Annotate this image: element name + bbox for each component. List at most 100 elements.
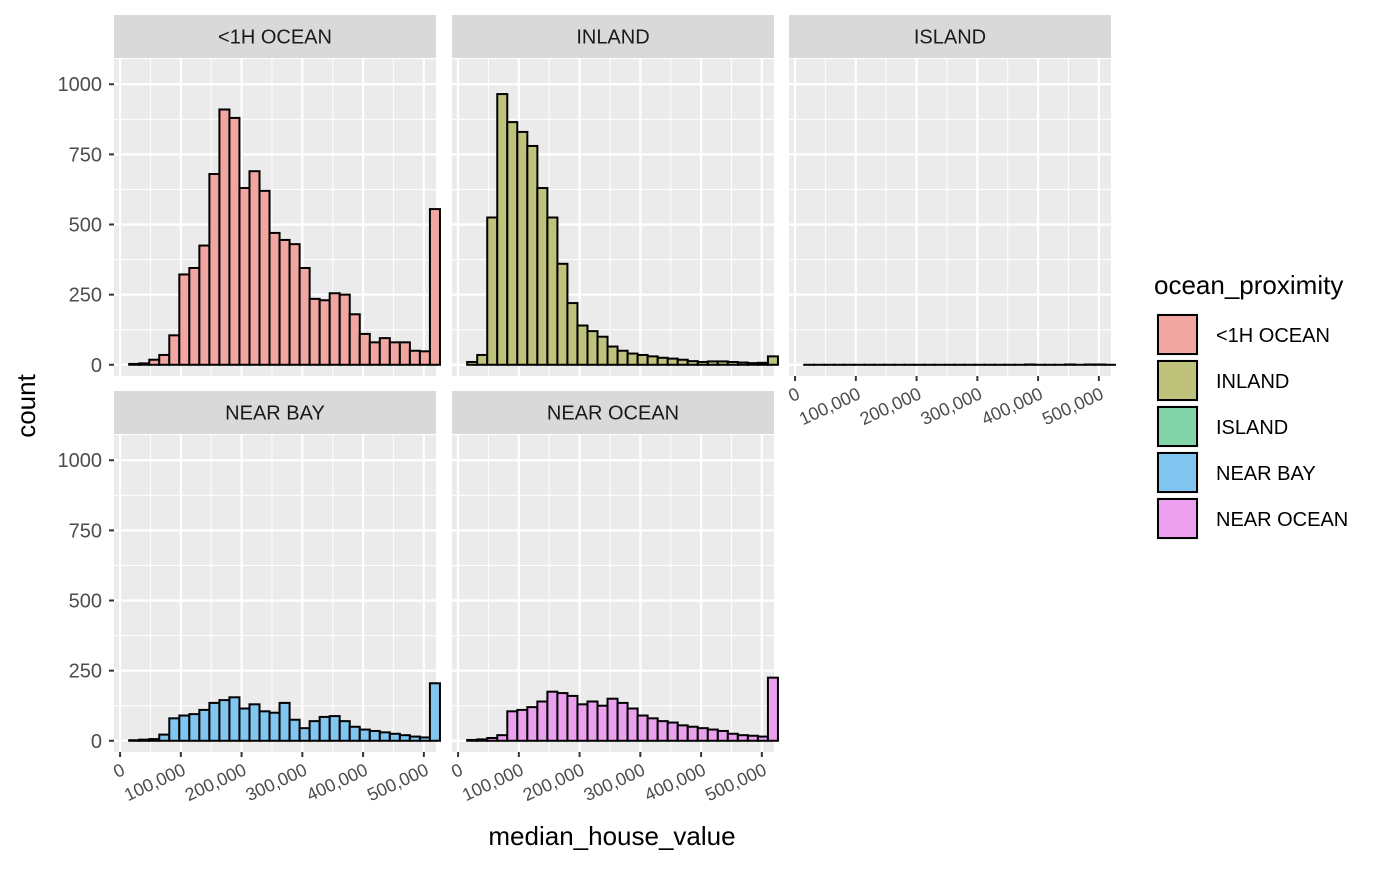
- x-tick-label: 0: [448, 759, 466, 781]
- histogram-bar: [330, 716, 340, 741]
- histogram-bar: [290, 720, 300, 741]
- histogram-bar: [708, 361, 718, 364]
- histogram-bar: [340, 721, 350, 741]
- histogram-bar: [179, 716, 189, 741]
- histogram-bar: [310, 299, 320, 365]
- histogram-bar: [628, 354, 638, 365]
- x-axis-title: median_house_value: [488, 821, 735, 851]
- histogram-bar: [748, 736, 758, 741]
- y-tick-label: 0: [91, 731, 102, 753]
- histogram-bar: [678, 360, 688, 365]
- y-axis-title: count: [11, 373, 41, 437]
- histogram-bar: [718, 731, 728, 741]
- histogram-bar: [350, 314, 360, 364]
- panel: INLAND: [452, 15, 778, 376]
- histogram-bar: [410, 737, 420, 741]
- y-tick-label: 1000: [58, 450, 103, 472]
- histogram-bar: [209, 703, 219, 741]
- histogram-bar: [708, 730, 718, 741]
- legend-swatch: [1158, 407, 1197, 446]
- histogram-bar: [400, 342, 410, 364]
- histogram-bar: [219, 109, 229, 364]
- histogram-bar: [370, 731, 380, 741]
- panel: NEAR OCEAN0100,000200,000300,000400,0005…: [448, 391, 778, 805]
- histogram-bar: [758, 737, 768, 741]
- histogram-bar: [728, 362, 738, 365]
- histogram-bar: [129, 740, 139, 741]
- histogram-bar: [380, 338, 390, 365]
- facet-strip-label: INLAND: [576, 27, 649, 49]
- histogram-bar: [229, 697, 239, 740]
- histogram-bar: [648, 718, 658, 740]
- x-tick-label: 400,000: [303, 759, 370, 805]
- panel: NEAR BAY025050075010000100,000200,000300…: [58, 391, 440, 805]
- histogram-bar: [330, 293, 340, 365]
- histogram-bar: [638, 716, 648, 741]
- histogram-bar: [527, 146, 537, 365]
- facet-strip-label: NEAR OCEAN: [547, 403, 679, 425]
- histogram-bar: [189, 714, 199, 741]
- histogram-bar: [370, 342, 380, 364]
- histogram-bar: [618, 351, 628, 365]
- histogram-bar: [768, 678, 778, 741]
- legend-label: NEAR OCEAN: [1216, 509, 1348, 531]
- y-tick-label: 750: [69, 520, 102, 542]
- legend-label: INLAND: [1216, 371, 1289, 393]
- histogram-bar: [350, 727, 360, 741]
- histogram-bar: [668, 723, 678, 741]
- x-tick-label: 500,000: [702, 759, 769, 805]
- x-tick-label: 300,000: [581, 759, 648, 805]
- facet-strip-label: NEAR BAY: [225, 403, 325, 425]
- x-tick-label: 400,000: [978, 383, 1045, 429]
- histogram-bar: [149, 739, 159, 741]
- histogram-bar: [139, 740, 149, 741]
- histogram-bar: [239, 709, 249, 741]
- histogram-bar: [280, 703, 290, 741]
- histogram-bar: [487, 738, 497, 741]
- histogram-bar: [129, 364, 139, 365]
- histogram-bar: [587, 331, 597, 365]
- histogram-bar: [587, 702, 597, 741]
- histogram-bar: [688, 361, 698, 365]
- histogram-bar: [320, 717, 330, 741]
- legend-swatch: [1158, 361, 1197, 400]
- histogram-bar: [420, 351, 430, 364]
- legend-swatch: [1158, 499, 1197, 538]
- histogram-bar: [577, 326, 587, 365]
- histogram-bar: [189, 268, 199, 365]
- histogram-bar: [360, 730, 370, 741]
- histogram-bar: [648, 356, 658, 364]
- x-tick-label: 500,000: [364, 759, 431, 805]
- histogram-bar: [260, 711, 270, 740]
- histogram-bar: [300, 268, 310, 365]
- x-tick-label: 100,000: [121, 759, 188, 805]
- histogram-bar: [430, 683, 440, 741]
- histogram-bar: [768, 356, 778, 364]
- histogram-bar: [577, 704, 587, 740]
- histogram-bar: [638, 355, 648, 365]
- histogram-bar: [280, 240, 290, 365]
- histogram-bar: [728, 734, 738, 741]
- histogram-bar: [229, 118, 239, 365]
- histogram-bar: [360, 334, 370, 365]
- histogram-bar: [698, 728, 708, 741]
- legend-label: <1H OCEAN: [1216, 325, 1330, 347]
- histogram-bar: [547, 218, 557, 365]
- histogram-bar: [557, 693, 567, 741]
- histogram-bar: [487, 218, 497, 365]
- histogram-bar: [249, 171, 259, 365]
- panel-background: [114, 435, 436, 752]
- histogram-bar: [738, 735, 748, 741]
- legend-title: ocean_proximity: [1154, 270, 1343, 300]
- histogram-bar: [209, 174, 219, 365]
- histogram-bar: [507, 711, 517, 740]
- histogram-bar: [748, 363, 758, 365]
- x-tick-label: 500,000: [1039, 383, 1106, 429]
- histogram-bar: [608, 699, 618, 741]
- histogram-bar: [159, 355, 169, 365]
- panel: ISLAND0100,000200,000300,000400,000500,0…: [785, 15, 1115, 429]
- histogram-bar: [467, 740, 477, 741]
